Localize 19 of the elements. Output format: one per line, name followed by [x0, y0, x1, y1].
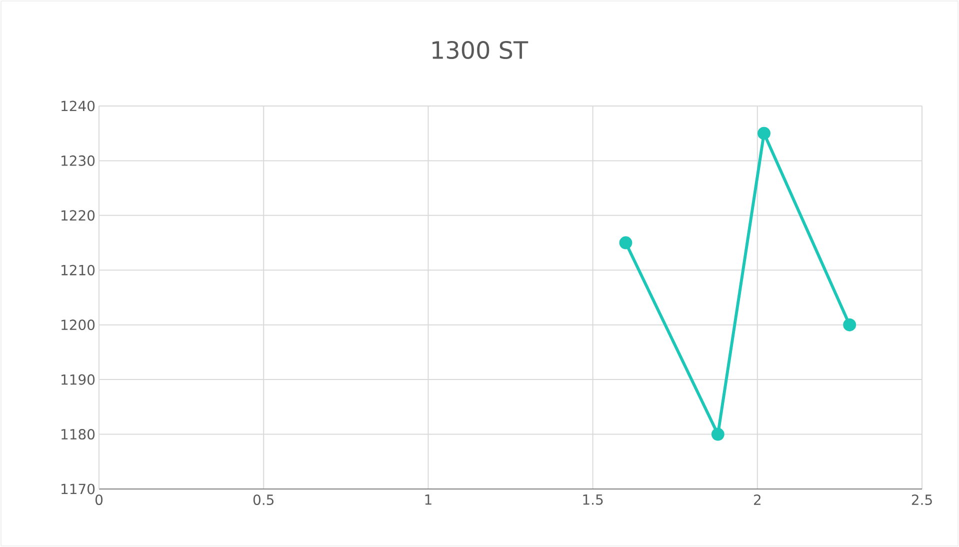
x-tick-label: 1 — [425, 494, 432, 505]
x-tick-label: 0.5 — [253, 494, 274, 506]
x-tick-label: 2 — [754, 494, 760, 505]
y-tick-label: 1170 — [62, 484, 95, 494]
y-tick-label: 1200 — [62, 320, 95, 330]
y-tick-label: 1240 — [62, 100, 95, 112]
point — [758, 126, 770, 140]
chart-title: 1300 ST — [432, 40, 528, 60]
point — [843, 318, 856, 332]
y-tick-label: 1210 — [62, 264, 95, 276]
x-tick-label: 0 — [95, 494, 103, 506]
x-tick-label: 1.5 — [583, 494, 603, 505]
y-tick-label: 1180 — [62, 428, 95, 440]
point — [619, 236, 632, 250]
point — [711, 428, 724, 441]
y-tick-label: 1220 — [62, 210, 95, 221]
x-tick-label: 2.5 — [912, 494, 932, 506]
y-tick-label: 1190 — [62, 374, 95, 385]
y-tick-label: 1230 — [62, 155, 95, 166]
